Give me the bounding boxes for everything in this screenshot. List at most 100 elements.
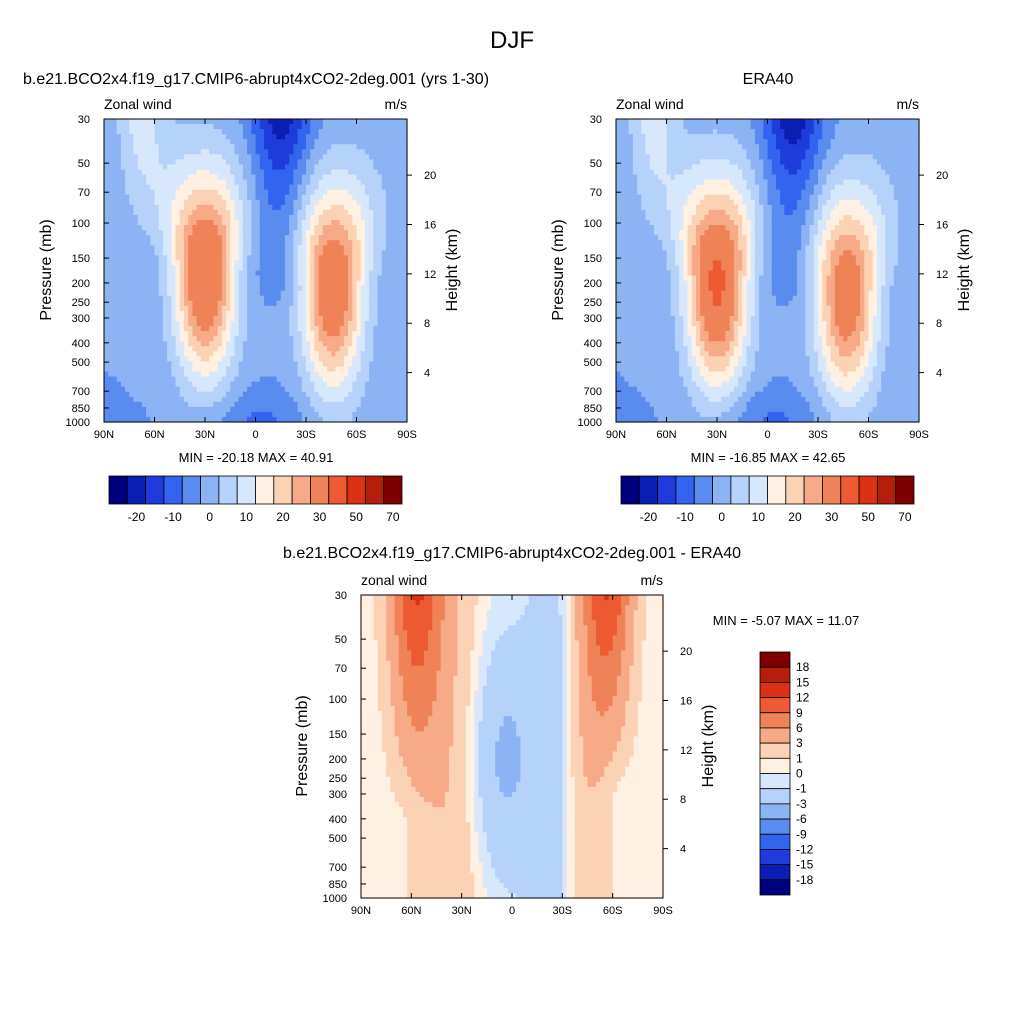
contour-cell (154, 250, 160, 256)
contour-cell (276, 230, 282, 236)
contour-cell (272, 255, 278, 261)
contour-cell (897, 129, 903, 135)
contour-cell (402, 255, 408, 261)
contour-cell (356, 270, 362, 277)
contour-cell (205, 290, 210, 297)
contour-cell (200, 305, 206, 312)
contour-cell (276, 220, 282, 226)
contour-cell (137, 235, 143, 241)
contour-cell (398, 154, 404, 160)
contour-cell (137, 189, 143, 196)
contour-cell (226, 134, 231, 140)
contour-cell (234, 214, 240, 221)
contour-cell (120, 255, 126, 261)
contour-cell (129, 245, 135, 251)
contour-cell (885, 149, 891, 155)
contour-cell (369, 189, 374, 196)
contour-cell (339, 401, 345, 408)
contour-cell (356, 134, 362, 140)
contour-cell (742, 119, 748, 125)
contour-cell (310, 139, 316, 145)
contour-cell (364, 376, 370, 383)
contour-cell (339, 386, 345, 393)
contour-cell (356, 184, 362, 191)
contour-cell (364, 366, 370, 373)
contour-cell (192, 134, 198, 140)
contour-cell (876, 144, 882, 150)
contour-cell (104, 305, 109, 312)
contour-cell (259, 411, 265, 418)
contour-cell (146, 416, 151, 423)
contour-cell (125, 381, 130, 388)
contour-cell (310, 371, 316, 378)
contour-cell (251, 225, 257, 231)
contour-cell (146, 174, 151, 181)
contour-cell (373, 209, 379, 216)
contour-cell (196, 270, 202, 277)
contour-cell (624, 119, 630, 125)
contour-cell (268, 250, 273, 256)
contour-cell (868, 119, 874, 125)
contour-cell (112, 159, 118, 166)
contour-cell (322, 331, 328, 337)
contour-cell (381, 189, 387, 196)
contour-cell (226, 290, 231, 297)
contour-cell (352, 144, 358, 150)
contour-cell (356, 341, 362, 347)
contour-cell (289, 280, 294, 287)
contour-cell (112, 280, 118, 287)
contour-cell (293, 401, 299, 408)
contour-cell (369, 290, 374, 297)
contour-cell (234, 149, 240, 155)
contour-cell (394, 275, 400, 282)
contour-cell (129, 310, 135, 317)
contour-cell (200, 134, 206, 140)
contour-cell (322, 214, 328, 221)
contour-cell (259, 341, 265, 347)
contour-cell (255, 225, 261, 231)
contour-cell (322, 285, 328, 292)
panel-era40-ylabel: Pressure (mb) (550, 219, 567, 320)
contour-cell (272, 184, 278, 191)
contour-cell (112, 209, 118, 216)
contour-cell (398, 174, 404, 181)
contour-cell (104, 411, 109, 418)
contour-cell (192, 280, 198, 287)
contour-cell (381, 290, 387, 297)
contour-cell (381, 366, 387, 373)
contour-cell (385, 391, 391, 398)
contour-cell (234, 295, 240, 302)
contour-cell (230, 386, 236, 393)
contour-cell (280, 139, 286, 145)
contour-cell (695, 129, 701, 135)
contour-cell (146, 204, 151, 211)
contour-cell (348, 214, 353, 221)
contour-cell (318, 351, 324, 357)
contour-cell (679, 144, 684, 150)
contour-cell (104, 199, 109, 206)
contour-cell (125, 179, 130, 186)
contour-cell (158, 240, 164, 246)
contour-cell (234, 285, 240, 292)
contour-cell (691, 149, 697, 155)
contour-cell (112, 300, 118, 307)
contour-cell (108, 184, 114, 191)
contour-cell (381, 326, 387, 332)
contour-cell (255, 179, 261, 186)
contour-cell (280, 315, 286, 322)
contour-cell (792, 139, 798, 145)
contour-cell (217, 326, 223, 332)
contour-cell (251, 149, 257, 155)
contour-cell (251, 250, 257, 256)
contour-cell (116, 139, 122, 145)
contour-cell (196, 159, 202, 166)
contour-cell (230, 144, 236, 150)
contour-cell (322, 416, 328, 423)
contour-cell (255, 396, 261, 403)
contour-cell (284, 391, 290, 398)
contour-cell (112, 179, 118, 186)
contour-cell (306, 416, 311, 423)
contour-cell (327, 376, 332, 383)
contour-cell (251, 184, 257, 191)
contour-cell (196, 416, 202, 423)
